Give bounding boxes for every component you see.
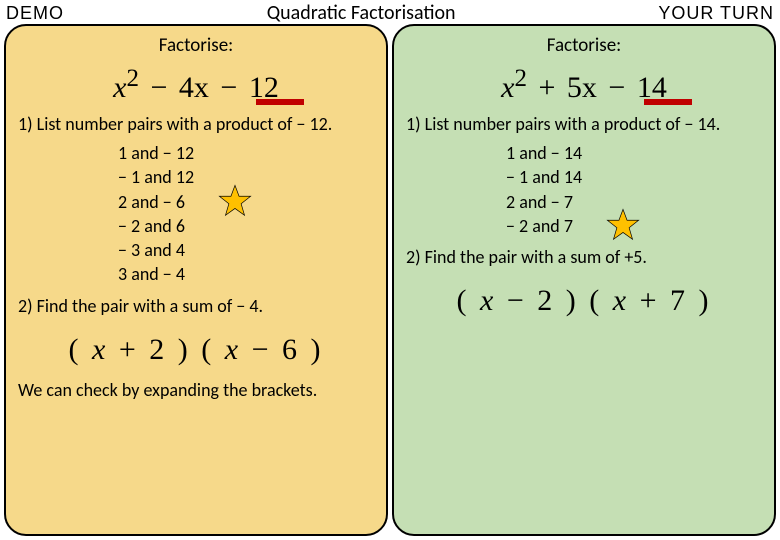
right-step2: 2) Find the pair with a sum of +5. (406, 246, 762, 268)
right-result: ( x − 2 ) ( x + 7 ) (406, 284, 762, 318)
your-turn-panel: Factorise: x2 + 5x − 14 1) List number p… (392, 24, 776, 536)
header: DEMO Quadratic Factorisation YOUR TURN (0, 0, 780, 24)
right-expr-op1: + (534, 71, 559, 104)
right-r-op2: + (640, 284, 660, 317)
right-r-n2: 7 (670, 284, 688, 317)
left-check-text: We can check by expanding the brackets. (18, 379, 374, 401)
right-expr-x2: x2 (501, 71, 527, 104)
pair-line: 3 and − 4 (118, 262, 374, 286)
demo-panel: Factorise: x2 − 4x − 12 1) List number p… (4, 24, 388, 536)
right-r-op1: − (507, 284, 527, 317)
header-title: Quadratic Factorisation (64, 1, 658, 25)
right-expr-bx: 5x (567, 71, 597, 104)
left-expr-op2: − (216, 71, 241, 104)
left-constant-underline (256, 99, 304, 105)
pair-line: 1 and − 12 (118, 141, 374, 165)
right-pairs-list: 1 and − 14− 1 and 142 and − 7− 2 and 7 (506, 141, 762, 238)
left-expression: x2 − 4x − 12 (18, 65, 374, 105)
right-expr-op2: − (604, 71, 629, 104)
left-expr-x2: x2 (113, 71, 139, 104)
pair-line: 2 and − 6 (118, 190, 374, 214)
panels-container: Factorise: x2 − 4x − 12 1) List number p… (0, 24, 780, 536)
right-constant-underline (644, 99, 692, 105)
header-demo-label: DEMO (6, 3, 64, 24)
pair-line: 1 and − 14 (506, 141, 762, 165)
left-expr-op1: − (146, 71, 171, 104)
left-factorise-title: Factorise: (18, 34, 374, 57)
right-expression: x2 + 5x − 14 (406, 65, 762, 105)
left-r-n1: 2 (149, 333, 167, 366)
left-r-op2: − (252, 333, 272, 366)
left-step2: 2) Find the pair with a sum of − 4. (18, 295, 374, 317)
left-r-n2: 6 (282, 333, 300, 366)
right-step1: 1) List number pairs with a product of −… (406, 113, 762, 135)
left-step1: 1) List number pairs with a product of −… (18, 113, 374, 135)
left-expr-bx: 4x (179, 71, 209, 104)
left-r-op1: + (119, 333, 139, 366)
left-pairs-list: 1 and − 12− 1 and 122 and − 6− 2 and 6− … (118, 141, 374, 287)
right-r-n1: 2 (537, 284, 555, 317)
header-your-turn-label: YOUR TURN (658, 3, 774, 24)
pair-line: − 1 and 14 (506, 165, 762, 189)
pair-line: − 3 and 4 (118, 238, 374, 262)
pair-line: − 2 and 7 (506, 214, 762, 238)
star-icon (606, 208, 640, 242)
left-result: ( x + 2 ) ( x − 6 ) (18, 333, 374, 367)
pair-line: − 2 and 6 (118, 214, 374, 238)
star-icon (218, 184, 252, 218)
right-factorise-title: Factorise: (406, 34, 762, 57)
